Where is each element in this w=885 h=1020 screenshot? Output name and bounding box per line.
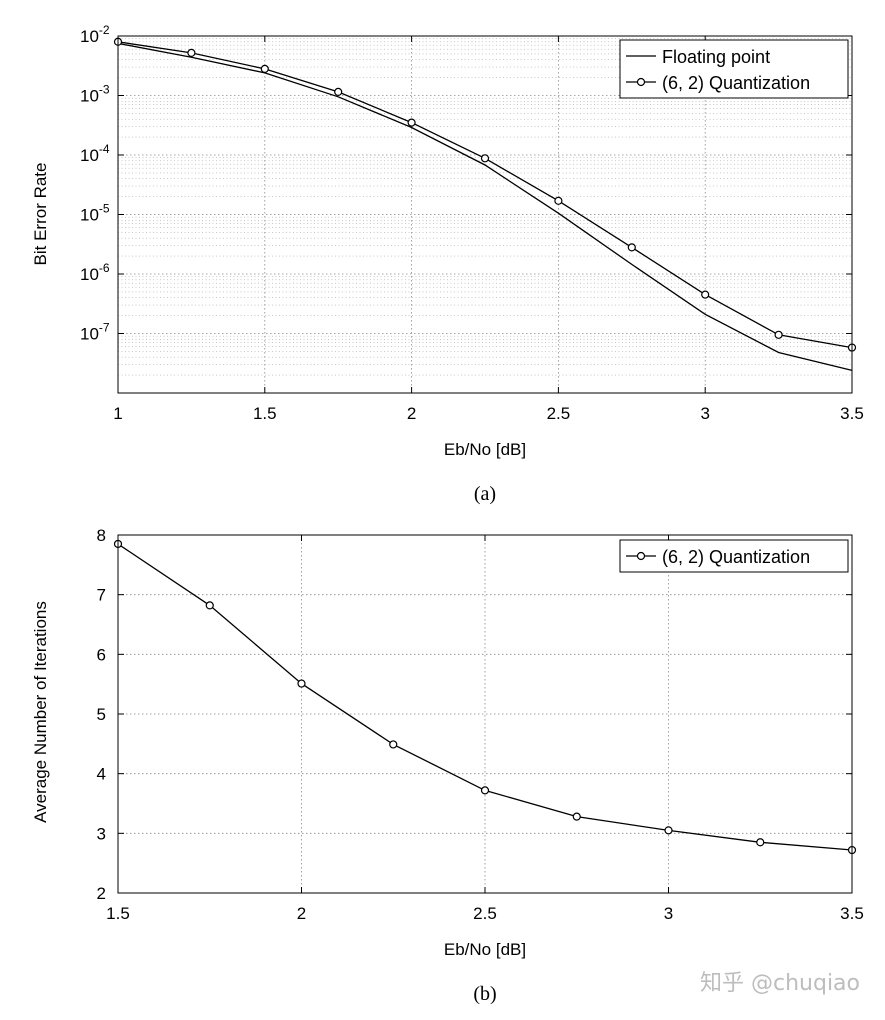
plot-a-x-tick-label: 3 bbox=[700, 404, 709, 423]
plot-a-data-point bbox=[480, 154, 490, 163]
plot-a-y-tick-label: 10-7 bbox=[80, 321, 110, 344]
plot-b-y-tick-label: 7 bbox=[97, 586, 106, 605]
plot-a-ber: 11.522.533.5 10-110-210-310-410-510-610-… bbox=[31, 23, 864, 505]
plot-b-x-tick-label: 2.5 bbox=[473, 904, 497, 923]
plot-b-y-tick-label: 3 bbox=[97, 824, 106, 843]
plot-a-legend-box bbox=[619, 39, 849, 99]
plot-a-y-tick-label: 10-3 bbox=[80, 83, 110, 106]
plot-b-data-point bbox=[480, 786, 490, 795]
plot-a-y-tick-label: 10-6 bbox=[80, 261, 110, 284]
plot-b-series bbox=[113, 539, 857, 855]
plot-a-caption: (a) bbox=[474, 483, 496, 505]
plot-b-legend: (6, 2) Quantization bbox=[619, 539, 849, 573]
plot-b-x-tick-label: 3 bbox=[664, 904, 673, 923]
plot-b-y-axis-label: Average Number of Iterations bbox=[31, 601, 50, 823]
plot-a-x-tick-label: 1.5 bbox=[253, 404, 277, 423]
plot-b-legend-box bbox=[619, 539, 849, 573]
plot-b-x-ticks: 1.5 2 2.5 3 3.5 bbox=[106, 535, 864, 923]
plot-a-legend: Floating point (6, 2) Quantization bbox=[619, 39, 849, 99]
plot-b-x-axis-label: Eb/No [dB] bbox=[444, 940, 526, 959]
plot-a-data-point bbox=[774, 330, 783, 339]
plot-a-data-point bbox=[627, 243, 636, 252]
plot-b-y-tick-label: 4 bbox=[97, 765, 106, 784]
plot-b-y-tick-label: 6 bbox=[97, 645, 106, 664]
plot-a-grid bbox=[118, 36, 852, 393]
legend-b-quantization-label: (6, 2) Quantization bbox=[662, 547, 810, 567]
plot-a-data-point bbox=[187, 48, 196, 57]
watermark: 知乎 @chuqiao bbox=[700, 971, 860, 996]
plot-a-data-point bbox=[260, 64, 269, 73]
legend-quantization-label: (6, 2) Quantization bbox=[662, 73, 810, 93]
plot-a-y-ticks: 10-110-210-310-410-510-610-7 bbox=[80, 23, 852, 344]
legend-quantization-marker bbox=[636, 77, 646, 87]
plot-a-y-tick-label: 10-5 bbox=[80, 202, 110, 225]
plot-a-y-tick-label: 10-2 bbox=[80, 23, 110, 46]
plot-b-x-tick-label: 3.5 bbox=[840, 904, 864, 923]
plot-a-data-point bbox=[554, 196, 563, 205]
plot-b-x-tick-label: 1.5 bbox=[106, 904, 130, 923]
plot-a-x-axis-label: Eb/No [dB] bbox=[444, 440, 526, 459]
plot-b-data-point bbox=[389, 740, 398, 749]
plot-a-x-ticks: 1 1.5 2 2.5 3 3.5 bbox=[113, 36, 864, 423]
plot-b-y-tick-label: 5 bbox=[97, 705, 106, 724]
legend-b-quantization-marker bbox=[636, 551, 646, 561]
plot-a-x-tick-label: 2 bbox=[407, 404, 416, 423]
plot-b-data-point bbox=[664, 826, 673, 835]
plot-a-x-tick-label: 2.5 bbox=[547, 404, 571, 423]
plot-a-y-tick-label: 10-4 bbox=[80, 142, 110, 165]
plot-b-y-ticks: 8 7 6 5 4 3 2 bbox=[97, 526, 852, 903]
plot-a-series bbox=[113, 37, 857, 372]
plot-a-x-tick-label: 3.5 bbox=[840, 404, 864, 423]
plot-b-x-tick-label: 2 bbox=[297, 904, 306, 923]
plot-b-data-point bbox=[756, 838, 765, 847]
plot-b-y-tick-label: 2 bbox=[97, 884, 106, 903]
plot-a-y-axis-label: Bit Error Rate bbox=[31, 163, 50, 266]
legend-floating-point-label: Floating point bbox=[662, 47, 770, 67]
plot-a-series-line-0 bbox=[117, 42, 853, 372]
plot-b-data-point bbox=[572, 812, 581, 821]
plot-b-data-point bbox=[297, 679, 306, 688]
plot-b-data-point bbox=[205, 601, 214, 610]
plot-a-data-point bbox=[407, 118, 416, 127]
plot-a-data-point bbox=[334, 87, 343, 96]
plot-a-x-tick-label: 1 bbox=[113, 404, 122, 423]
plot-b-caption: (b) bbox=[473, 983, 496, 1005]
plot-a-data-point bbox=[701, 290, 710, 299]
plot-b-y-tick-label: 8 bbox=[97, 526, 106, 545]
